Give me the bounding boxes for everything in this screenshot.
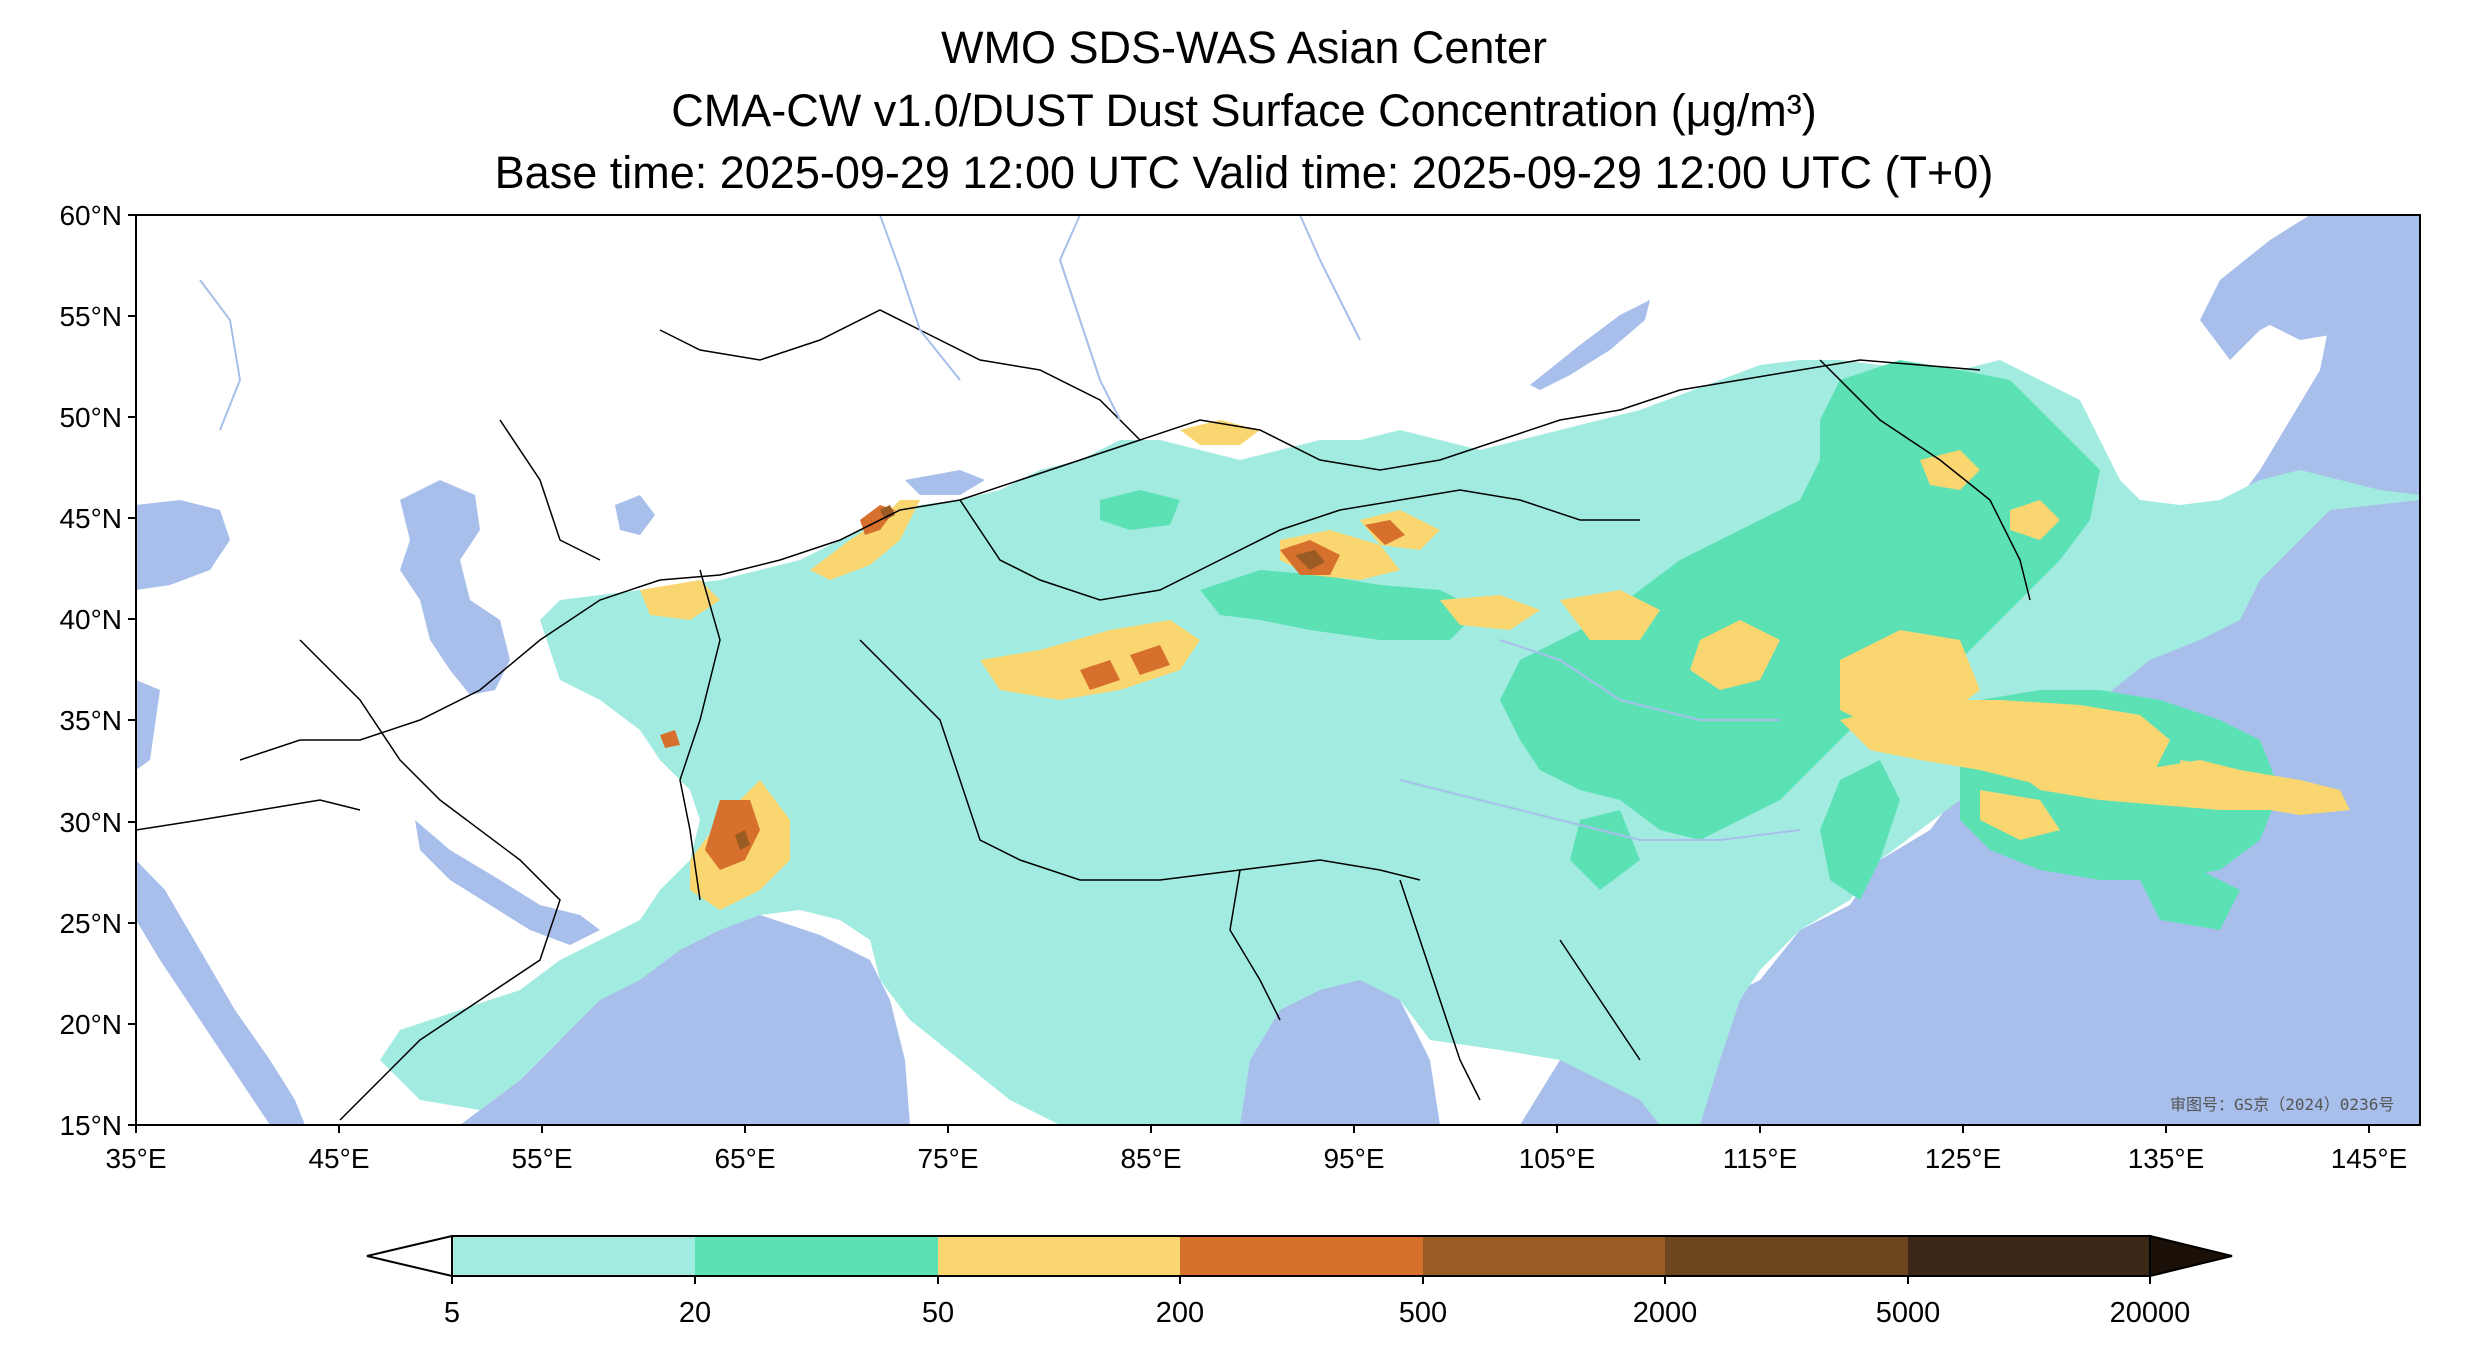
lon-label-145: 145°E [2331, 1143, 2408, 1174]
lat-label-60: 60°N [59, 200, 122, 231]
lat-label-55: 55°N [59, 301, 122, 332]
approval-stamp: 审图号：GS京（2024）0236号 [2170, 1095, 2394, 1114]
lon-label-55: 55°E [511, 1143, 572, 1174]
sea-of-okhotsk [2220, 215, 2420, 340]
lat-label-20: 20°N [59, 1009, 122, 1040]
longitude-axis: 35°E 45°E 55°E 65°E 75°E 85°E 95°E 105°E… [105, 1125, 2407, 1174]
colorbar: 5 20 50 200 500 2000 5000 20000 [366, 1234, 2233, 1329]
map-area [136, 215, 2420, 1125]
colorbar-seg-4 [1180, 1236, 1423, 1276]
arabian-sea [460, 915, 910, 1125]
lat-label-15: 15°N [59, 1110, 122, 1141]
persian-gulf [415, 820, 600, 945]
lon-label-35: 35°E [105, 1143, 166, 1174]
map-frame [135, 214, 2421, 1126]
colorbar-seg-5 [1423, 1236, 1665, 1276]
lat-label-30: 30°N [59, 807, 122, 838]
colorbar-tick-5: 5 [444, 1297, 460, 1329]
colorbar-tick-20000: 20000 [2110, 1297, 2191, 1329]
lon-label-115: 115°E [1723, 1143, 1798, 1174]
colorbar-tick-2000: 2000 [1633, 1297, 1698, 1329]
caspian-sea [400, 480, 510, 695]
lat-label-35: 35°N [59, 705, 122, 736]
rivers [199, 215, 1801, 841]
colorbar-seg-2 [695, 1236, 938, 1276]
black-sea [136, 500, 230, 590]
aral-sea [615, 495, 655, 535]
colorbar-tick-200: 200 [1156, 1297, 1204, 1329]
colorbar-tick-500: 500 [1399, 1297, 1447, 1329]
colorbar-extend-low [366, 1234, 453, 1278]
lon-label-75: 75°E [917, 1143, 978, 1174]
lake-baikal [1530, 300, 1650, 390]
lat-label-50: 50°N [59, 402, 122, 433]
lon-label-65: 65°E [714, 1143, 775, 1174]
lake-balkhash [905, 470, 985, 495]
lon-label-85: 85°E [1120, 1143, 1181, 1174]
lat-label-45: 45°N [59, 503, 122, 534]
lon-label-105: 105°E [1519, 1143, 1596, 1174]
colorbar-tick-50: 50 [922, 1297, 954, 1329]
title-line-1: WMO SDS-WAS Asian Center [941, 22, 1547, 73]
title-line-3: Base time: 2025-09-29 12:00 UTC Valid ti… [494, 147, 1994, 198]
red-sea [136, 860, 305, 1125]
colorbar-extend-high [2149, 1234, 2233, 1278]
country-borders [136, 309, 2031, 1121]
title-line-2: CMA-CW v1.0/DUST Dust Surface Concentrat… [671, 85, 1817, 136]
dust-level-500-2000 [735, 505, 1325, 850]
latitude-axis: 60°N 55°N 50°N 45°N 40°N 35°N 30°N 25°N … [59, 200, 136, 1141]
lon-label-135: 135°E [2128, 1143, 2205, 1174]
lon-label-45: 45°E [308, 1143, 369, 1174]
lat-label-25: 25°N [59, 908, 122, 939]
mediterranean-edge [136, 680, 160, 770]
bay-of-bengal [1230, 975, 1440, 1125]
colorbar-seg-1 [452, 1236, 695, 1276]
lat-label-40: 40°N [59, 604, 122, 635]
colorbar-seg-7 [1908, 1236, 2150, 1276]
colorbar-seg-6 [1665, 1236, 1908, 1276]
colorbar-tick-5000: 5000 [1876, 1297, 1941, 1329]
lon-label-125: 125°E [1925, 1143, 2002, 1174]
colorbar-tick-20: 20 [679, 1297, 711, 1329]
lon-label-95: 95°E [1323, 1143, 1384, 1174]
colorbar-seg-3 [938, 1236, 1180, 1276]
